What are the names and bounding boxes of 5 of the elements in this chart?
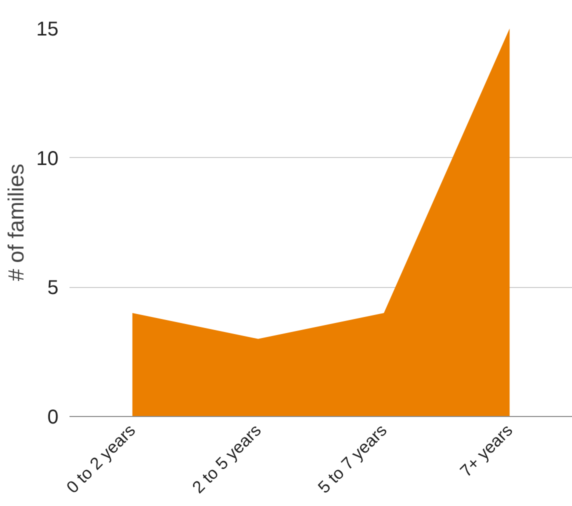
y-axis-title: # of families: [3, 164, 28, 282]
y-tick-label: 0: [47, 406, 58, 428]
y-tick-label: 15: [36, 18, 59, 40]
y-tick-label: 10: [36, 148, 59, 170]
y-tick-label: 5: [47, 277, 58, 300]
